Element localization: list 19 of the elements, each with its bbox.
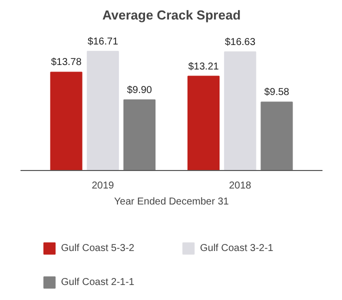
bar [224,51,256,171]
data-label: $9.58 [264,87,290,98]
data-label: $16.63 [224,36,256,48]
chart-title: Average Crack Spread [102,8,241,22]
x-tick-label: 2018 [229,180,252,192]
x-tick-label: 2019 [92,180,114,192]
legend-label: Gulf Coast 2-1-1 [61,276,136,288]
data-label: $9.90 [126,84,152,96]
bar [50,72,82,171]
bar [86,50,119,171]
bar [187,76,220,171]
x-axis-title: Year Ended December 31 [114,196,230,208]
legend-label: Gulf Coast 5-3-2 [61,242,136,254]
data-label: $13.78 [50,57,82,68]
bar [123,99,156,171]
data-label: $13.21 [188,61,220,72]
data-label: $16.71 [88,36,119,48]
bar [260,102,293,171]
legend-label: Gulf Coast 3-2-1 [200,242,274,254]
